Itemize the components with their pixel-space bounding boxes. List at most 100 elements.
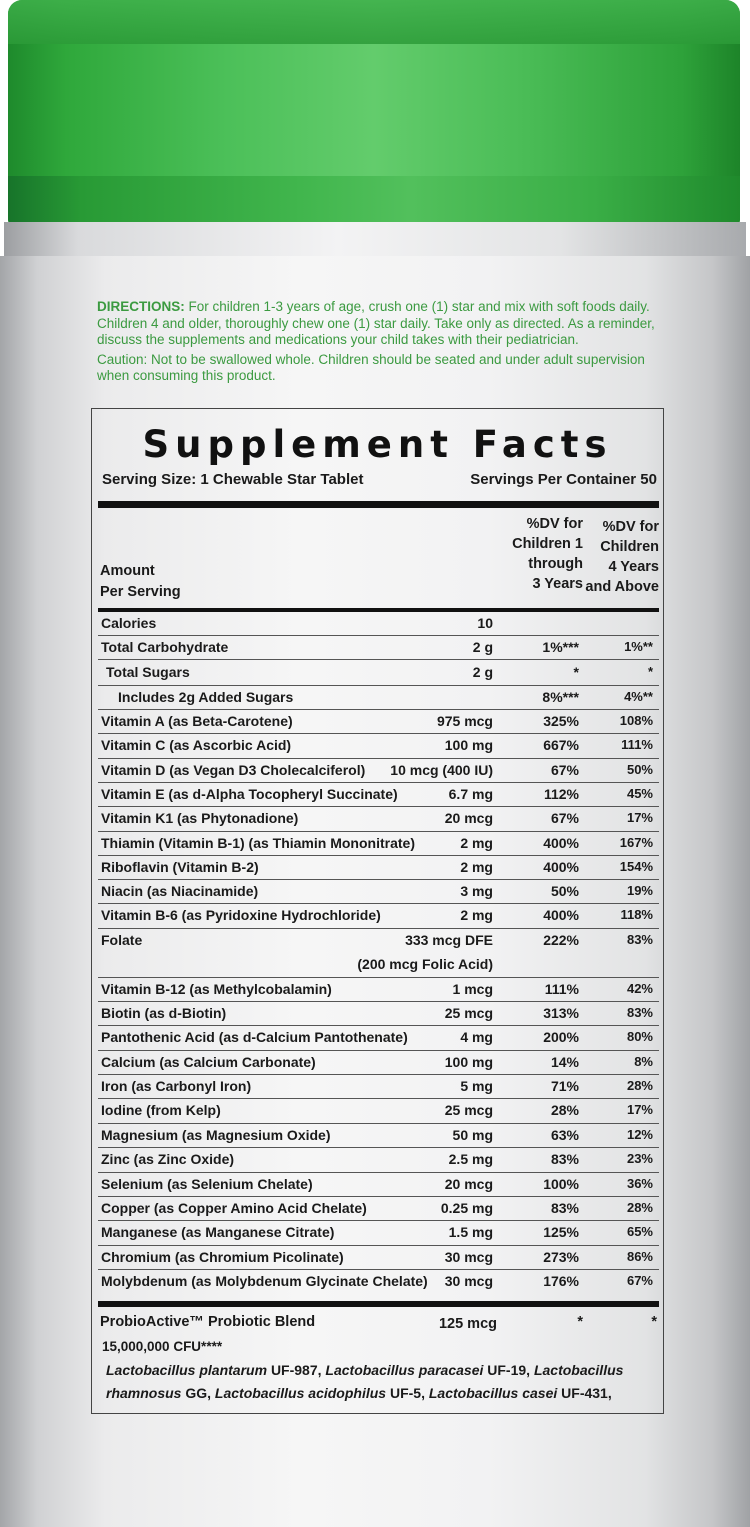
nutrient-amount: 2 mg [460,907,493,923]
nutrient-dv-children-1-3: * [573,664,579,680]
nutrient-amount: 333 mcg DFE [405,932,493,948]
nutrient-dv-children-4-plus: 12% [626,1127,653,1142]
dv1-header-line: Children 1 [512,536,583,552]
nutrient-dv-children-1-3: 325% [543,713,579,729]
nutrient-row: Vitamin B-6 (as Pyridoxine Hydrochloride… [98,903,659,929]
nutrient-amount: 2 g [472,639,493,655]
nutrient-name: Vitamin K1 (as Phytonadione) [101,810,299,826]
nutrient-dv-children-1-3: 667% [543,737,579,753]
nutrient-amount: 4 mg [460,1029,493,1045]
nutrient-dv-children-1-3: 176% [543,1273,579,1289]
nutrient-row: Vitamin B-12 (as Methylcobalamin) 1 mcg 11… [98,977,659,1002]
directions-label: DIRECTIONS: [97,299,185,314]
supplement-facts-title: Supplement Facts [142,423,613,466]
nutrient-amount: 6.7 mg [448,786,493,802]
serving-size: Serving Size: 1 Chewable Star Tablet [102,471,364,488]
nutrient-dv-children-4-plus: 80% [626,1029,653,1044]
nutrient-row: Includes 2g Added Sugars 8%*** 4%** [98,685,659,710]
nutrient-dv-children-1-3: 112% [543,786,579,802]
nutrient-dv-children-4-plus: 8% [634,1054,653,1069]
nutrient-name: Includes 2g Added Sugars [118,689,294,705]
nutrient-row: Selenium (as Selenium Chelate) 20 mcg 100%… [98,1172,659,1197]
blend-cfu: 15,000,000 CFU**** [102,1339,223,1354]
nutrient-dv-children-1-3: 83% [550,1200,579,1216]
nutrient-name: Iron (as Carbonyl Iron) [101,1078,252,1094]
nutrient-dv-children-1-3: 400% [543,835,579,851]
nutrient-amount: 10 [477,615,493,631]
nutrient-dv-children-4-plus: 50% [626,762,653,777]
dv1-header-line: through [528,556,583,572]
nutrient-dv-children-4-plus: 17% [626,1102,653,1117]
nutrient-name: Manganese (as Manganese Citrate) [101,1224,335,1240]
nutrient-row: Magnesium (as Magnesium Oxide) 50 mg 63% 12… [98,1123,659,1148]
bottle-neck [4,222,746,262]
nutrient-amount: 0.25 mg [440,1200,493,1216]
nutrient-dv-children-4-plus: 67% [626,1273,653,1288]
nutrient-amount: 2 mg [460,859,493,875]
nutrient-row: Total Sugars 2 g * * [98,660,659,686]
thick-rule-blend [98,1301,659,1307]
species-name: Lactobacillus acidophilus [214,1385,387,1401]
nutrient-name: Pantothenic Acid (as d-Calcium Pantothen… [101,1029,408,1045]
nutrient-row: Iron (as Carbonyl Iron) 5 mg 71% 28% [98,1074,659,1099]
nutrient-amount: 30 mcg [444,1249,493,1265]
nutrient-dv-children-1-3: 1%*** [542,639,579,655]
dv2-header-line: 4 Years [608,559,659,575]
blend-amount: 125 mcg [438,1316,497,1332]
nutrient-name: Thiamin (Vitamin B-1) (as Thiamin Mononi… [101,835,415,851]
nutrient-row: Copper (as Copper Amino Acid Chelate) 0.2… [98,1196,659,1221]
caution-text: Caution: Not to be swallowed whole. Chil… [97,351,645,384]
nutrient-row: Manganese (as Manganese Citrate) 1.5 mg 12… [98,1220,659,1246]
nutrient-dv-children-1-3: 100% [543,1176,579,1192]
nutrient-dv-children-4-plus: 19% [626,883,653,898]
nutrient-amount: 25 mcg [444,1102,493,1118]
servings-per-container: Servings Per Container 50 [470,471,657,488]
nutrient-dv-children-4-plus: 28% [626,1200,653,1215]
nutrient-amount: 30 mcg [444,1273,493,1289]
nutrient-dv-children-1-3: 8%*** [542,689,579,705]
directions-body: For children 1-3 years of age, crush one… [97,299,655,347]
nutrient-dv-children-1-3: 273% [543,1249,579,1265]
nutrient-amount: 20 mcg [444,810,493,826]
amount-per-serving-header: Amount Per Serving [100,561,181,603]
species-strain: UF-19, [487,1362,531,1378]
nutrient-dv-children-1-3: 400% [543,907,579,923]
amount-header-line: Per Serving [100,584,181,600]
nutrient-row: Calories 10 [98,611,659,636]
nutrient-row: Biotin (as d-Biotin) 25 mcg 313% 83% [98,1001,659,1026]
dv2-header-line: Children [600,539,659,555]
species-name: Lactobacillus rhamnosus [106,1362,624,1401]
nutrient-name: Calories [101,615,157,631]
nutrient-name: Vitamin A (as Beta-Carotene) [101,713,293,729]
nutrient-row: Total Carbohydrate 2 g 1%*** 1%** [98,635,659,660]
nutrient-row: Vitamin K1 (as Phytonadione) 20 mcg 67% 17% [98,806,659,832]
nutrient-dv-children-1-3: 67% [550,762,579,778]
nutrient-name: Calcium (as Calcium Carbonate) [101,1054,316,1070]
nutrient-row: Vitamin C (as Ascorbic Acid) 100 mg 667% 11… [98,733,659,759]
nutrient-dv-children-1-3: 200% [543,1029,579,1045]
nutrient-dv-children-4-plus: 118% [620,907,653,922]
directions-text: DIRECTIONS: For children 1-3 years of ag… [97,299,667,385]
nutrient-dv-children-1-3: 111% [544,981,579,997]
nutrient-row: Folate 333 mcg DFE 222% 83% (200 mcg Folic A… [98,928,659,978]
nutrient-amount: 50 mg [452,1127,493,1143]
nutrient-name: Selenium (as Selenium Chelate) [101,1176,313,1192]
dv1-header-line: 3 Years [532,576,583,592]
nutrient-name: Copper (as Copper Amino Acid Chelate) [101,1200,367,1216]
nutrient-name: Niacin (as Niacinamide) [101,883,259,899]
nutrient-dv-children-4-plus: * [647,664,653,679]
dv1-header-line: %DV for [526,516,583,532]
nutrient-name: Riboflavin (Vitamin B-2) [101,859,259,875]
dv2-header-line: %DV for [602,519,659,535]
nutrient-amount-secondary: (200 mcg Folic Acid) [357,956,493,972]
nutrient-dv-children-1-3: 14% [550,1054,579,1070]
nutrient-dv-children-4-plus: 154% [619,859,653,874]
bottle-cap-top [8,0,740,44]
nutrient-amount: 3 mg [460,883,493,899]
species-strain: GG, [185,1385,212,1401]
nutrient-name: Magnesium (as Magnesium Oxide) [101,1127,331,1143]
nutrient-name: Iodine (from Kelp) [101,1102,221,1118]
nutrient-dv-children-4-plus: 108% [619,713,653,728]
nutrient-dv-children-4-plus: 17% [626,810,653,825]
